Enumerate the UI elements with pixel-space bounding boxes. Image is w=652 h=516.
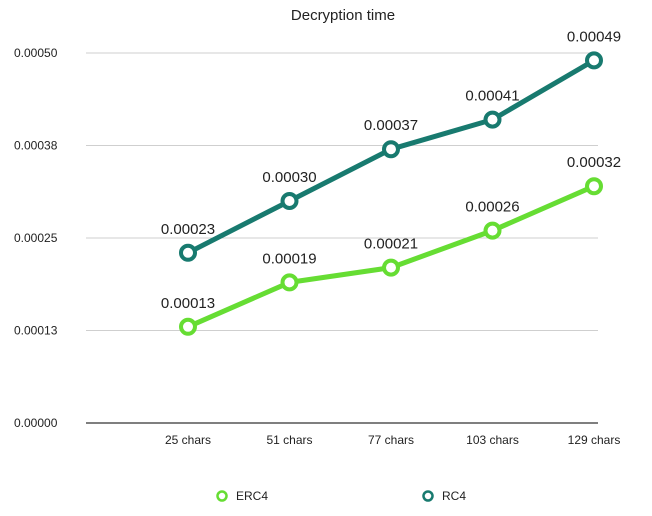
data-point (585, 177, 603, 196)
y-axis-ticks: 0.00000 0.00013 0.00025 0.00038 0.00050 (14, 46, 58, 430)
data-label: 0.00019 (262, 250, 316, 267)
x-axis-ticks: 25 chars 51 chars 77 chars 103 chars 129 cha… (165, 433, 620, 447)
y-tick-label: 0.00038 (14, 139, 58, 153)
data-label: 0.00021 (364, 236, 418, 253)
x-tick-label: 103 chars (466, 433, 519, 447)
series-line-erc4 (185, 183, 597, 330)
data-label: 0.00013 (161, 295, 215, 312)
data-point (585, 51, 603, 70)
x-tick-label: 129 chars (568, 433, 621, 447)
legend-label-rc4: RC4 (442, 489, 466, 503)
data-point (382, 258, 400, 277)
data-label: 0.00049 (567, 28, 621, 45)
data-point (483, 110, 502, 129)
legend: ERC4 RC4 (216, 489, 466, 503)
y-tick-label: 0.00025 (14, 231, 58, 245)
data-label: 0.00032 (567, 154, 621, 171)
y-tick-label: 0.00000 (14, 416, 58, 430)
data-label: 0.00030 (262, 169, 316, 186)
data-labels: 0.00023 0.00030 0.00037 0.00041 0.00049 0.000… (161, 28, 621, 311)
legend-marker-rc4 (422, 490, 434, 502)
data-point (280, 192, 299, 210)
data-label: 0.00041 (465, 88, 519, 105)
y-tick-label: 0.00050 (14, 46, 58, 60)
x-tick-label: 77 chars (368, 433, 414, 447)
x-tick-label: 51 chars (266, 433, 312, 447)
data-label: 0.00026 (465, 199, 519, 216)
data-label: 0.00023 (161, 221, 215, 238)
legend-label-erc4: ERC4 (236, 489, 268, 503)
data-point (179, 317, 197, 336)
data-point (382, 140, 400, 159)
series-lines (179, 51, 603, 336)
chart-title: Decryption time (291, 7, 395, 24)
x-tick-label: 25 chars (165, 433, 211, 447)
grid-lines (86, 52, 598, 424)
data-point (280, 273, 299, 292)
legend-marker-erc4 (216, 490, 228, 502)
y-tick-label: 0.00013 (14, 324, 58, 338)
data-point (179, 243, 197, 262)
data-point (483, 221, 502, 240)
data-label: 0.00037 (364, 117, 418, 134)
